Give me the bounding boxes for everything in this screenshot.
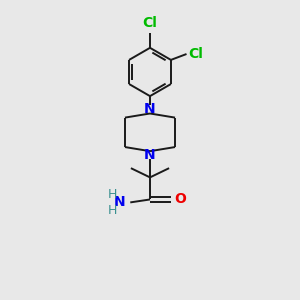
Text: N: N — [144, 102, 156, 116]
Text: H: H — [108, 204, 117, 217]
Text: N: N — [114, 195, 126, 209]
Text: Cl: Cl — [142, 16, 158, 30]
Text: O: O — [174, 193, 186, 206]
Text: N: N — [144, 148, 156, 162]
Text: H: H — [108, 188, 117, 201]
Text: Cl: Cl — [189, 47, 203, 61]
